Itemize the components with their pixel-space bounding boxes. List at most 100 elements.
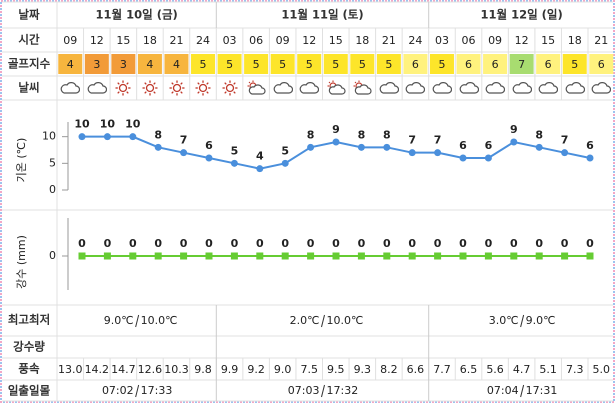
golf-value: 6 xyxy=(492,58,499,71)
y-axis-label: 강수 (mm) xyxy=(15,235,28,289)
point xyxy=(103,252,111,260)
point xyxy=(205,252,213,260)
time-label: 24 xyxy=(408,34,422,47)
sunset: 17:32 xyxy=(327,384,359,397)
point xyxy=(154,252,162,260)
golf-cell xyxy=(84,54,109,74)
weather-icon xyxy=(352,80,372,95)
row-label: 최고최저 xyxy=(8,313,50,327)
value-label: 0 xyxy=(434,237,442,250)
max-temp: 10.0℃ xyxy=(327,314,364,327)
point xyxy=(332,252,340,260)
date-label: 11월 11일 (토) xyxy=(281,8,363,22)
point xyxy=(129,133,137,141)
time-label: 18 xyxy=(568,34,582,47)
golf-cell xyxy=(297,54,322,74)
y-tick-label: 10 xyxy=(42,130,56,143)
point xyxy=(510,252,518,260)
point xyxy=(357,252,365,260)
point xyxy=(180,252,188,260)
sunrise: 07:03 xyxy=(288,384,320,397)
point xyxy=(307,252,315,260)
value-label: 0 xyxy=(154,237,162,250)
golf-cell xyxy=(58,54,83,74)
weather-icon xyxy=(221,80,239,96)
wind-value: 9.0 xyxy=(274,363,292,376)
golf-cell xyxy=(403,54,428,74)
weather-icon xyxy=(299,82,319,94)
point xyxy=(586,252,594,260)
weather-icon xyxy=(538,82,558,94)
point xyxy=(357,143,365,151)
weather-icon xyxy=(512,82,532,94)
value-label: 7 xyxy=(434,134,442,147)
date-label: 11월 12일 (일) xyxy=(480,8,562,22)
value-label: 6 xyxy=(205,139,213,152)
point xyxy=(408,149,416,157)
point xyxy=(129,252,137,260)
min-temp: 9.0℃ xyxy=(104,314,134,327)
time-label: 15 xyxy=(116,34,130,47)
wind-value: 14.7 xyxy=(111,363,136,376)
point xyxy=(383,252,391,260)
time-label: 06 xyxy=(249,34,263,47)
golf-value: 3 xyxy=(120,58,127,71)
golf-value: 5 xyxy=(571,58,578,71)
point xyxy=(586,154,594,162)
value-label: 0 xyxy=(205,237,213,250)
weather-icon xyxy=(459,82,479,94)
time-label: 09 xyxy=(276,34,290,47)
row-label: 골프지수 xyxy=(8,57,51,71)
value-label: 5 xyxy=(281,144,289,157)
weather-icon xyxy=(565,82,585,94)
golf-cell xyxy=(536,54,561,74)
weather-icon xyxy=(194,80,212,96)
sunrise: 07:04 xyxy=(487,384,519,397)
weather-icon xyxy=(405,82,425,94)
min-temp: 3.0℃ xyxy=(489,314,519,327)
value-label: 0 xyxy=(485,237,493,250)
golf-value: 5 xyxy=(226,58,233,71)
value-label: 0 xyxy=(104,237,112,250)
wind-value: 12.6 xyxy=(138,363,163,376)
value-label: 0 xyxy=(129,237,137,250)
point xyxy=(383,143,391,151)
golf-cell xyxy=(270,54,295,74)
weather-icon xyxy=(168,80,186,96)
point xyxy=(78,252,86,260)
wind-value: 6.6 xyxy=(407,363,425,376)
wind-value: 4.7 xyxy=(513,363,531,376)
value-label: 0 xyxy=(307,237,315,250)
separator xyxy=(520,314,525,328)
separator xyxy=(321,384,325,398)
row-label: 일출일몰 xyxy=(8,384,51,398)
golf-cell xyxy=(562,54,587,74)
wind-value: 8.2 xyxy=(380,363,398,376)
y-tick-label: 0 xyxy=(49,183,56,196)
golf-value: 5 xyxy=(306,58,313,71)
value-label: 8 xyxy=(535,128,543,141)
wind-value: 5.6 xyxy=(486,363,504,376)
sunset: 17:31 xyxy=(526,384,558,397)
golf-cell xyxy=(244,54,269,74)
value-label: 0 xyxy=(383,237,391,250)
value-label: 6 xyxy=(586,139,594,152)
separator xyxy=(135,314,140,328)
wind-value: 9.5 xyxy=(327,363,345,376)
golf-cell xyxy=(323,54,348,74)
row-label: 시간 xyxy=(18,33,40,47)
time-label: 18 xyxy=(143,34,157,47)
value-label: 0 xyxy=(535,237,543,250)
weather-icon xyxy=(485,82,505,94)
weather-icon xyxy=(141,80,159,96)
value-label: 8 xyxy=(358,128,366,141)
wind-value: 9.9 xyxy=(221,363,239,376)
row-label: 강수량 xyxy=(13,340,45,354)
point xyxy=(154,143,162,151)
golf-cell xyxy=(456,54,481,74)
wind-value: 14.2 xyxy=(85,363,110,376)
weather-icon xyxy=(60,82,80,94)
point xyxy=(230,252,238,260)
